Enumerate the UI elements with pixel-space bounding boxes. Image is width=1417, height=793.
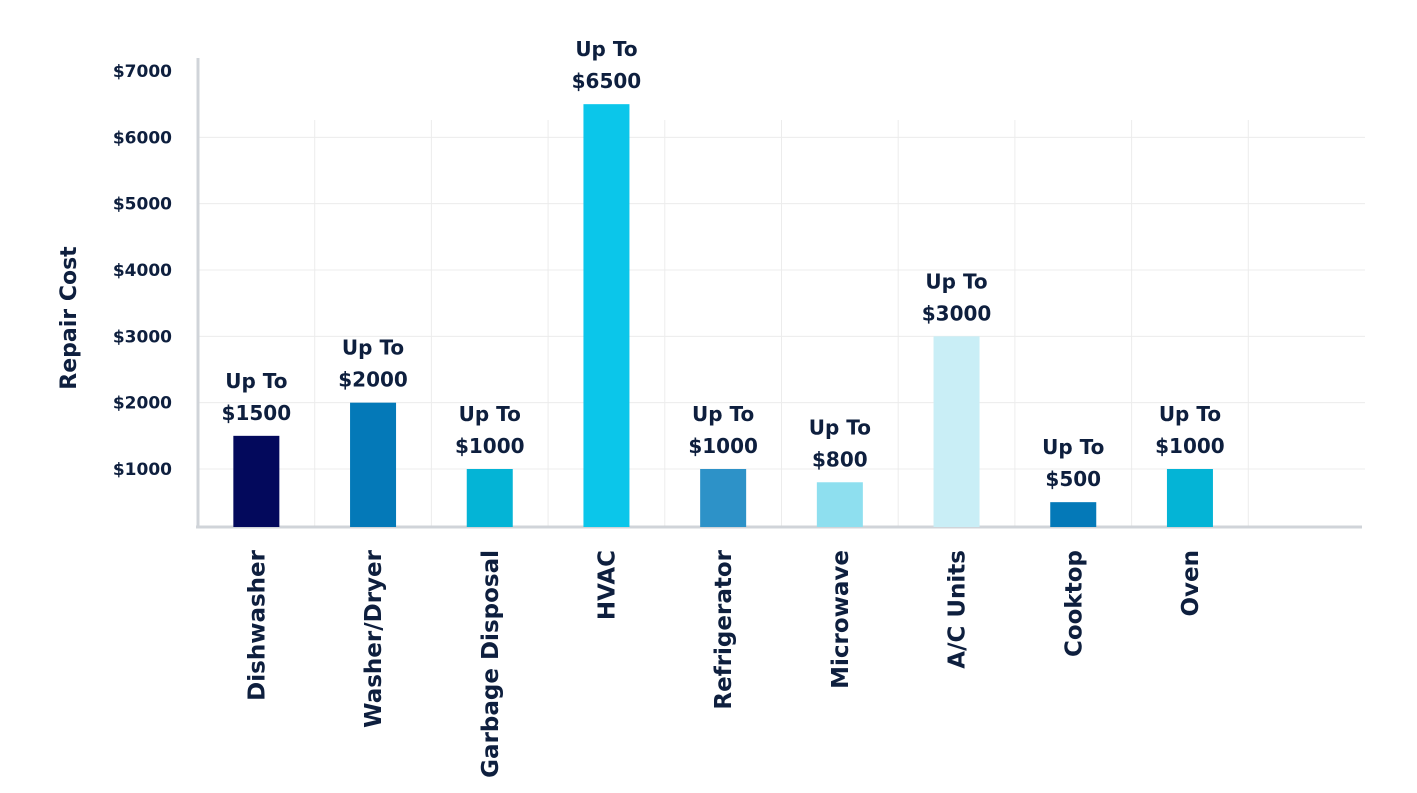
y-tick-label: $2000 <box>113 394 172 414</box>
data-label-prefix: Up To <box>459 402 521 426</box>
data-label-prefix: Up To <box>692 402 754 426</box>
y-tick-label: $7000 <box>113 62 172 82</box>
data-label-value: $1500 <box>222 401 292 425</box>
bar <box>933 336 980 527</box>
y-tick-label: $1000 <box>113 460 172 480</box>
data-label-value: $1000 <box>1155 434 1225 458</box>
x-tick-label: Microwave <box>828 550 854 689</box>
bar <box>1166 469 1213 527</box>
x-tick-label: HVAC <box>594 550 620 620</box>
x-tick-label: Oven <box>1178 550 1204 617</box>
data-label-prefix: Up To <box>342 336 404 360</box>
data-label-prefix: Up To <box>925 269 987 293</box>
data-label-prefix: Up To <box>575 37 637 61</box>
data-label-prefix: Up To <box>1042 435 1104 459</box>
y-axis-ticks: $1000 $2000 $3000 $4000 $5000 $6000 $7000 <box>113 62 172 480</box>
x-tick-label: Dishwasher <box>244 549 270 700</box>
data-label-value: $3000 <box>922 301 992 325</box>
x-tick-label: A/C Units <box>945 550 971 669</box>
data-label-value: $800 <box>812 447 868 471</box>
data-label-prefix: Up To <box>225 369 287 393</box>
bar <box>583 104 630 528</box>
bar <box>233 435 280 527</box>
data-label-value: $500 <box>1045 467 1101 491</box>
y-tick-label: $5000 <box>113 195 172 215</box>
bar <box>1050 502 1097 527</box>
data-label-prefix: Up To <box>809 415 871 439</box>
data-label-value: $6500 <box>572 69 642 93</box>
bar <box>700 469 747 527</box>
y-tick-label: $4000 <box>113 261 172 281</box>
y-axis-label: Repair Cost <box>57 246 82 390</box>
x-tick-label: Garbage Disposal <box>478 550 504 778</box>
x-axis-ticks: Dishwasher Washer/Dryer Garbage Disposal HV… <box>244 549 1204 777</box>
bar <box>816 482 863 527</box>
bars <box>233 104 1213 528</box>
bar <box>350 402 397 527</box>
x-tick-label: Washer/Dryer <box>361 549 387 728</box>
data-label-value: $2000 <box>338 368 408 392</box>
bar <box>466 469 513 527</box>
y-tick-label: $6000 <box>113 128 172 148</box>
y-tick-label: $3000 <box>113 327 172 347</box>
data-labels: Up To $1500 Up To $2000 Up To $1000 Up To $6500… <box>222 37 1225 491</box>
data-label-value: $1000 <box>688 434 758 458</box>
x-tick-label: Refrigerator <box>711 549 737 709</box>
x-tick-label: Cooktop <box>1061 550 1087 657</box>
data-label-value: $1000 <box>455 434 525 458</box>
grid-lines <box>198 120 1365 527</box>
data-label-prefix: Up To <box>1159 402 1221 426</box>
